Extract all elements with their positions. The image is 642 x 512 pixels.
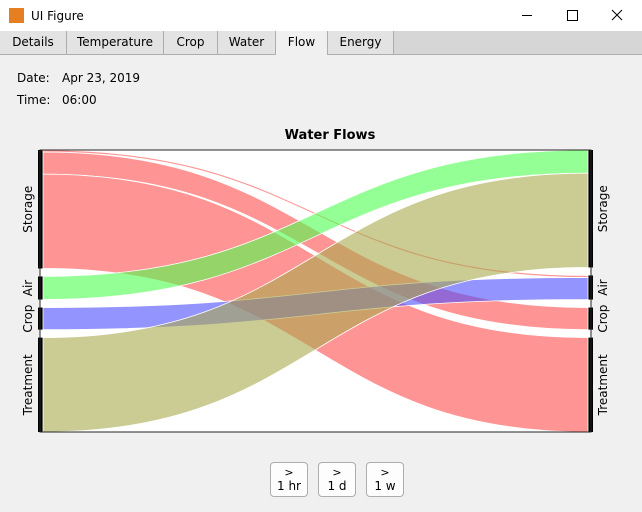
maximize-button[interactable] [567, 10, 578, 21]
left-node-label: Treatment [21, 354, 35, 416]
date-value: Apr 23, 2019 [62, 71, 141, 85]
right-node-label: Crop [596, 305, 610, 333]
button-arrow: > [380, 466, 390, 479]
step-button[interactable]: >1 d [318, 462, 356, 497]
button-label: 1 w [374, 479, 396, 493]
right-node-label: Storage [596, 185, 610, 232]
left-node-label: Crop [21, 305, 35, 333]
left-node-label: Storage [21, 186, 35, 233]
flow [42, 172, 589, 433]
close-button[interactable] [611, 9, 623, 21]
time-label: Time: [17, 93, 51, 107]
tab[interactable]: Flow [276, 31, 328, 55]
tab[interactable]: Energy [328, 31, 394, 54]
flow [42, 151, 589, 331]
tab[interactable]: Crop [164, 31, 218, 54]
time-value: 06:00 [62, 93, 97, 107]
plot-border [39, 149, 592, 433]
title-bar: UI Figure [0, 0, 642, 31]
left-node-label: Air [21, 280, 35, 297]
sankey-chart: Water Flows Storage Storage Air Air Crop Crop… [21, 128, 610, 433]
tab-bar: Details Temperature Crop Water Flow Energy [0, 31, 642, 55]
chart-title: Water Flows [285, 128, 376, 143]
button-arrow: > [284, 466, 294, 479]
title-bar-graphics: UI Figure [9, 8, 623, 23]
button-label: 1 d [327, 479, 347, 493]
tab[interactable]: Details [0, 31, 67, 54]
tab[interactable]: Water [218, 31, 276, 54]
date-label: Date: [17, 71, 50, 85]
window-title: UI Figure [31, 9, 84, 23]
step-button[interactable]: >1 hr [270, 462, 308, 497]
button-label: 1 hr [277, 479, 301, 493]
right-node-label: Treatment [596, 354, 610, 416]
step-button[interactable]: >1 w [366, 462, 404, 497]
right-node-label: Air [596, 279, 610, 296]
tab[interactable]: Temperature [67, 31, 164, 54]
button-arrow: > [332, 466, 342, 479]
app-icon [9, 8, 24, 23]
